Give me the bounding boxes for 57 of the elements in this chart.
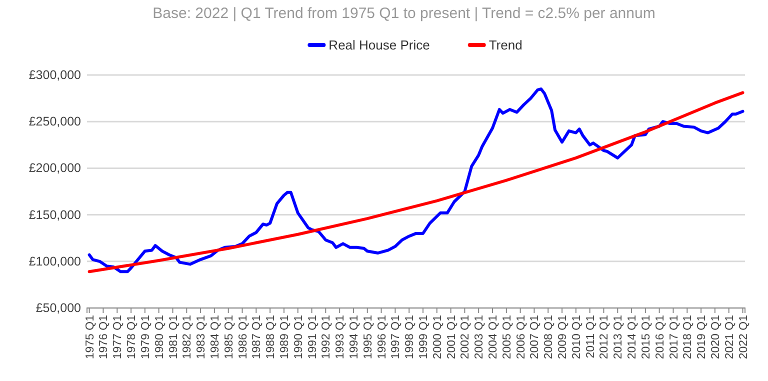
x-tick-label: 2018 Q1 — [682, 315, 694, 360]
x-tick-label: 1986 Q1 — [237, 315, 250, 360]
x-tick-label: 2011 Q1 — [584, 315, 597, 358]
x-tick-label: 1990 Q1 — [292, 315, 305, 360]
x-tick-label: 2010 Q1 — [570, 315, 583, 360]
x-tick-label: 2008 Q1 — [543, 315, 556, 360]
legend-label: Trend — [488, 38, 522, 52]
x-tick-label: 1979 Q1 — [140, 315, 152, 360]
x-tick-label: 1989 Q1 — [279, 315, 292, 360]
x-tick-label: 1975 Q1 — [84, 315, 96, 360]
x-tick-label: 2017 Q1 — [668, 315, 680, 360]
x-tick-label: 1977 Q1 — [112, 315, 124, 360]
x-tick-label: 2019 Q1 — [696, 315, 708, 360]
x-tick-label: 2014 Q1 — [626, 315, 639, 360]
x-tick-label: 1984 Q1 — [209, 315, 222, 360]
x-tick-label: 1985 Q1 — [223, 315, 236, 360]
x-tick-label: 1978 Q1 — [126, 315, 138, 360]
x-tick-label: 2022 Q1 — [738, 315, 750, 360]
x-tick-label: 2021 Q1 — [724, 315, 736, 360]
x-tick-label: 1981 Q1 — [168, 315, 180, 360]
x-tick-label: 1999 Q1 — [418, 315, 430, 360]
x-tick-label: 1991 Q1 — [306, 315, 319, 360]
x-tick-label: 1996 Q1 — [376, 315, 388, 360]
x-tick-label: 1993 Q1 — [334, 315, 347, 360]
x-tick-label: 1997 Q1 — [390, 315, 402, 360]
y-tick-label: £200,000 — [28, 161, 82, 176]
x-tick-label: 1988 Q1 — [265, 315, 278, 360]
x-tick-label: 1980 Q1 — [154, 315, 166, 360]
y-tick-label: £100,000 — [28, 254, 82, 268]
x-tick-label: 2003 Q1 — [474, 315, 486, 360]
x-tick-label: 2001 Q1 — [446, 315, 458, 360]
x-tick-label: 2016 Q1 — [654, 315, 666, 360]
x-tick-label: 1987 Q1 — [251, 315, 264, 360]
x-tick-label: 2015 Q1 — [640, 315, 652, 360]
x-tick-label: 2002 Q1 — [460, 315, 472, 360]
x-tick-label: 1982 Q1 — [182, 315, 194, 360]
x-tick-label: 2006 Q1 — [515, 315, 528, 360]
x-tick-label: 1994 Q1 — [348, 315, 361, 360]
x-tick-label: 2012 Q1 — [598, 315, 611, 360]
x-tick-label: 2004 Q1 — [488, 315, 500, 360]
x-tick-label: 2000 Q1 — [432, 315, 444, 360]
x-tick-label: 2005 Q1 — [501, 315, 514, 360]
x-tick-label: 1983 Q1 — [196, 315, 208, 360]
x-tick-label: 2009 Q1 — [557, 315, 570, 360]
legend-label: Real House Price — [328, 38, 430, 52]
y-tick-label: £150,000 — [28, 208, 82, 222]
y-tick-label: £300,000 — [28, 68, 82, 82]
x-tick-label: 1992 Q1 — [320, 315, 333, 360]
x-tick-label: 1998 Q1 — [404, 315, 416, 360]
y-tick-label: £50,000 — [36, 301, 82, 315]
y-tick-label: £250,000 — [28, 114, 82, 129]
x-tick-label: 2013 Q1 — [612, 315, 625, 360]
x-tick-label: 2007 Q1 — [529, 315, 542, 360]
chart-title: Base: 2022 | Q1 Trend from 1975 Q1 to present | Trend = c2.5% per annum — [152, 5, 656, 22]
x-tick-label: 1995 Q1 — [362, 315, 374, 360]
x-tick-label: 2020 Q1 — [710, 315, 722, 360]
x-tick-label: 1976 Q1 — [98, 315, 110, 360]
